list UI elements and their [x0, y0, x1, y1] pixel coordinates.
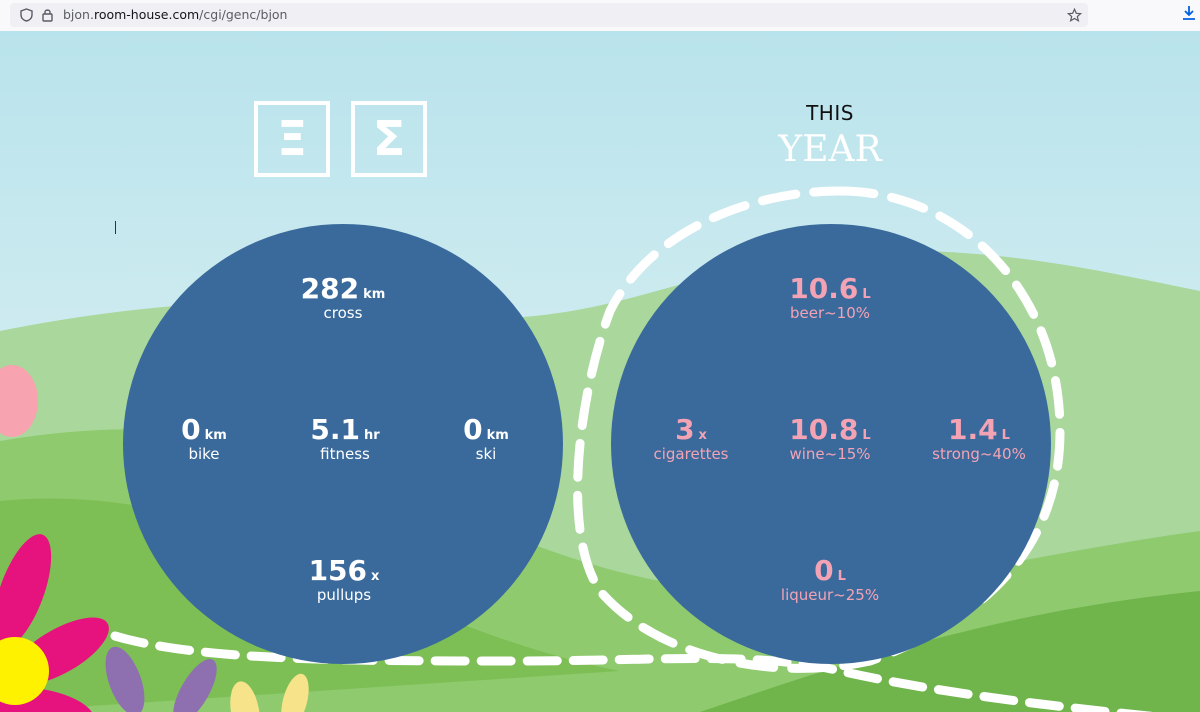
liqueur-value: 0 [814, 554, 834, 587]
ski-label: ski [475, 445, 497, 463]
cigarettes-value: 3 [675, 413, 695, 446]
url-prefix: bjon. [63, 7, 94, 22]
stat-bike: 0 km bike [124, 413, 284, 464]
ski-unit: km [486, 428, 509, 443]
strong-unit: L [1001, 428, 1010, 443]
address-bar[interactable]: bjon.room-house.com/cgi/genc/bjon [10, 3, 1088, 27]
bike-unit: km [204, 428, 227, 443]
url-domain: room-house.com [93, 7, 200, 22]
stat-fitness: 5.1 hr fitness [265, 413, 425, 464]
wine-value: 10.8 [789, 413, 859, 446]
stat-ski: 0 km ski [406, 413, 566, 464]
fitness-value: 5.1 [310, 413, 360, 446]
stat-cross: 282 km cross [263, 272, 423, 323]
download-icon[interactable] [1182, 5, 1196, 25]
period-title-line1: THIS [806, 101, 854, 125]
logo-xi-glyph: Ξ [276, 111, 308, 167]
sports-circle [123, 224, 563, 664]
pink-flower-decoration [0, 365, 109, 712]
lock-icon[interactable] [42, 3, 53, 27]
vices-circle [611, 224, 1051, 664]
page-scene: Ξ Σ THIS YEAR 282 km cross 0 km bike 5.1 hr… [0, 31, 1200, 712]
liqueur-unit: L [837, 569, 846, 584]
shield-icon[interactable] [20, 3, 33, 27]
url-text[interactable]: bjon.room-house.com/cgi/genc/bjon [63, 3, 287, 27]
pullups-value: 156 [308, 554, 368, 587]
wine-label: wine~15% [789, 445, 871, 463]
stat-beer: 10.6 L beer~10% [750, 272, 910, 323]
bookmark-star-icon[interactable] [1066, 3, 1083, 27]
period-title-line2: YEAR [778, 129, 882, 170]
liqueur-label: liqueur~25% [780, 586, 880, 604]
beer-value: 10.6 [789, 272, 859, 305]
ski-value: 0 [463, 413, 483, 446]
beer-label: beer~10% [789, 304, 871, 322]
logo-xi-icon[interactable]: Ξ [254, 101, 330, 177]
text-cursor [115, 221, 116, 234]
purple-leaf-decoration [105, 646, 309, 712]
cigarettes-unit: x [698, 428, 707, 443]
browser-toolbar: bjon.room-house.com/cgi/genc/bjon [0, 0, 1200, 32]
logo-sigma-icon[interactable]: Σ [351, 101, 427, 177]
stat-strong: 1.4 L strong~40% [899, 413, 1059, 464]
logo-sigma-glyph: Σ [372, 111, 406, 167]
beer-unit: L [862, 287, 871, 302]
fitness-label: fitness [320, 445, 370, 463]
strong-value: 1.4 [948, 413, 998, 446]
url-path: /cgi/genc/bjon [199, 7, 288, 22]
stat-wine: 10.8 L wine~15% [750, 413, 910, 464]
fitness-unit: hr [363, 428, 380, 443]
cross-unit: km [363, 287, 386, 302]
cigarettes-label: cigarettes [653, 445, 729, 463]
stat-pullups: 156 x pullups [264, 554, 424, 605]
bike-value: 0 [181, 413, 201, 446]
wine-unit: L [862, 428, 871, 443]
strong-label: strong~40% [932, 445, 1026, 463]
pullups-label: pullups [316, 586, 372, 604]
cross-value: 282 [300, 272, 360, 305]
pullups-unit: x [371, 569, 380, 584]
cross-label: cross [323, 304, 363, 322]
bike-label: bike [188, 445, 220, 463]
